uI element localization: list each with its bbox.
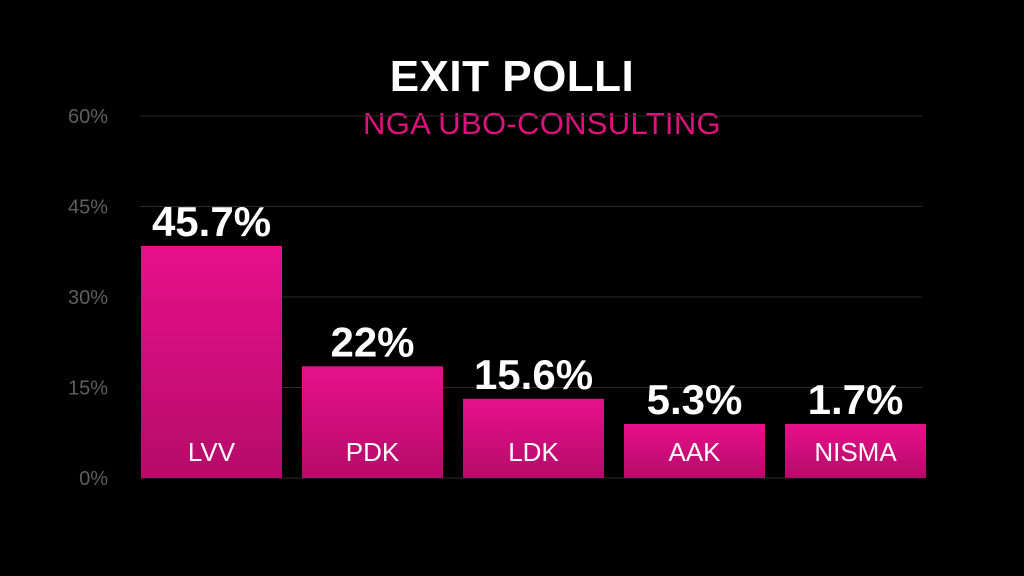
category-label: LVV — [188, 437, 236, 467]
category-label: LDK — [508, 437, 559, 467]
bar-ldk — [463, 398, 604, 478]
value-label: 15.6% — [474, 351, 593, 398]
value-label: 22% — [330, 318, 414, 365]
value-label: 1.7% — [808, 376, 904, 423]
category-label: NISMA — [814, 437, 897, 467]
value-label: 45.7% — [152, 198, 271, 245]
y-tick-label: 45% — [68, 197, 108, 219]
category-label: PDK — [346, 437, 400, 467]
chart-subtitle: NGA UBO-CONSULTING — [363, 106, 721, 141]
bar-lvv — [141, 246, 282, 478]
y-tick-label: 0% — [79, 468, 108, 490]
value-label: 5.3% — [647, 376, 743, 423]
bar-aak — [624, 424, 765, 478]
chart-title: EXIT POLLI — [389, 52, 635, 101]
bar-nisma — [785, 424, 926, 478]
y-tick-label: 60% — [68, 106, 108, 128]
y-tick-label: 15% — [68, 378, 108, 400]
bar-pdk — [302, 366, 443, 478]
category-label: AAK — [668, 437, 721, 467]
y-tick-label: 30% — [68, 287, 108, 309]
